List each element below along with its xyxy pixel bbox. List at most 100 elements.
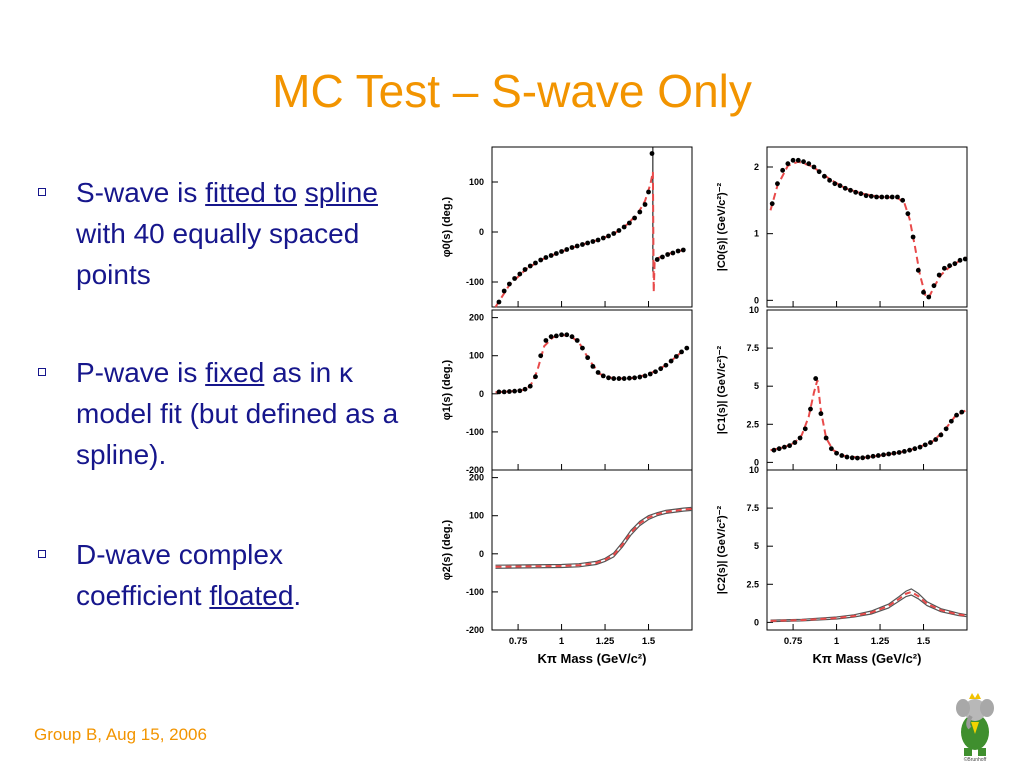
y-tick-label: 200 (469, 473, 484, 483)
data-point (936, 272, 942, 278)
data-point (954, 412, 959, 418)
data-point (952, 261, 958, 267)
data-point (863, 193, 869, 199)
data-point (926, 294, 932, 300)
y-tick-label: 0 (479, 549, 484, 559)
data-point (600, 373, 606, 379)
data-point (780, 167, 786, 173)
fit-curve (495, 334, 688, 394)
data-point (875, 453, 881, 458)
data-point (910, 234, 916, 240)
data-point (665, 252, 671, 257)
x-axis-label: Kπ Mass (GeV/c²) (538, 651, 647, 666)
y-tick-label: 5 (754, 541, 759, 551)
data-point (580, 242, 585, 247)
plot-frame (766, 309, 968, 471)
data-point (548, 334, 554, 340)
bullet-text-part: . (293, 580, 302, 611)
logo-caption: ©Brunhoff (964, 756, 987, 763)
data-point (855, 455, 860, 461)
data-point (616, 376, 622, 381)
data-point (564, 332, 570, 338)
y-tick-label: 100 (469, 351, 484, 361)
data-point (785, 161, 791, 167)
data-point (802, 426, 808, 432)
data-point (874, 194, 879, 200)
x-tick-label: 1 (559, 636, 565, 647)
data-point (626, 375, 632, 381)
data-point (585, 355, 591, 361)
data-point (569, 245, 575, 250)
bullet-text-part: S-wave is (76, 177, 206, 208)
data-point (801, 159, 806, 165)
underlined-text: fitted to (205, 177, 297, 208)
y-tick-label: 0 (479, 227, 484, 237)
square-bullet-icon (38, 368, 46, 376)
data-point (837, 183, 843, 189)
data-point (600, 235, 606, 241)
x-axis-label: Kπ Mass (GeV/c²) (813, 651, 922, 666)
plot-frame (491, 146, 693, 308)
chart-panel-phi1: -200 -100 0 100 200 φ1(s) (deg.) (441, 309, 693, 475)
data-point (865, 454, 871, 460)
data-point (595, 237, 601, 243)
data-point (886, 451, 892, 457)
data-point (858, 191, 864, 197)
data-point (670, 250, 676, 256)
data-point (853, 189, 859, 195)
underlined-text: spline (304, 177, 378, 208)
data-point (821, 173, 827, 179)
y-tick-label: -100 (466, 427, 484, 437)
y-tick-label: 2 (754, 162, 759, 172)
chart-panel-phi0: -100 0 100 φ0(s) (deg.) (441, 146, 693, 308)
data-point (928, 440, 933, 445)
data-point (844, 454, 850, 460)
data-point (828, 446, 834, 452)
y-tick-label: -200 (466, 465, 484, 475)
y-axis-label: |C2(s)| (GeV/c²)⁻² (716, 505, 728, 594)
chart-panel-C0: 0 1 2 |C0(s)| (GeV/c²)⁻² (716, 146, 968, 308)
data-point (647, 371, 653, 377)
data-point (806, 161, 812, 167)
series-line-band-lower (495, 509, 693, 569)
data-point (813, 376, 819, 381)
data-point (811, 164, 817, 170)
chart-panel-phi2: -200 -100 0 100 200 0.75 1 1.25 1.5 φ2(s) (deg.) K… (441, 469, 693, 666)
data-point (900, 197, 906, 203)
data-point (943, 426, 949, 432)
chart-panel-C1: 0 2.5 5 7.5 10 |C1(s)| (GeV/c²)⁻² (716, 305, 968, 471)
x-tick-label: 0.75 (784, 636, 803, 647)
data-point (948, 418, 954, 424)
data-point (632, 375, 638, 381)
data-point (959, 409, 965, 415)
bullet-text-part (297, 177, 305, 208)
x-tick-label: 1.5 (917, 636, 931, 647)
footer-text: Group B, Aug 15, 2006 (34, 725, 207, 744)
data-point (895, 194, 900, 200)
data-point (543, 338, 549, 343)
data-point (512, 388, 518, 394)
data-point (808, 406, 813, 412)
series-line-band-upper (770, 588, 968, 621)
bullet-text-part: D-wave complex coefficient (76, 539, 283, 611)
data-point (922, 442, 928, 448)
data-point (921, 289, 926, 295)
square-bullet-icon (38, 550, 46, 558)
data-point (512, 276, 518, 281)
data-point (611, 231, 617, 236)
data-point (684, 345, 690, 351)
data-point (538, 353, 544, 359)
data-point (632, 215, 638, 221)
y-tick-label: -100 (466, 277, 484, 287)
data-point (679, 349, 684, 355)
data-point (649, 151, 655, 156)
data-point (590, 239, 596, 244)
data-point (879, 194, 885, 200)
data-point (585, 240, 591, 246)
data-point (933, 437, 939, 442)
data-point (616, 228, 622, 233)
data-point (501, 288, 507, 294)
y-tick-label: 10 (749, 305, 759, 315)
bullet-text: P-wave is fixed as in κ model fit (but d… (76, 352, 416, 475)
